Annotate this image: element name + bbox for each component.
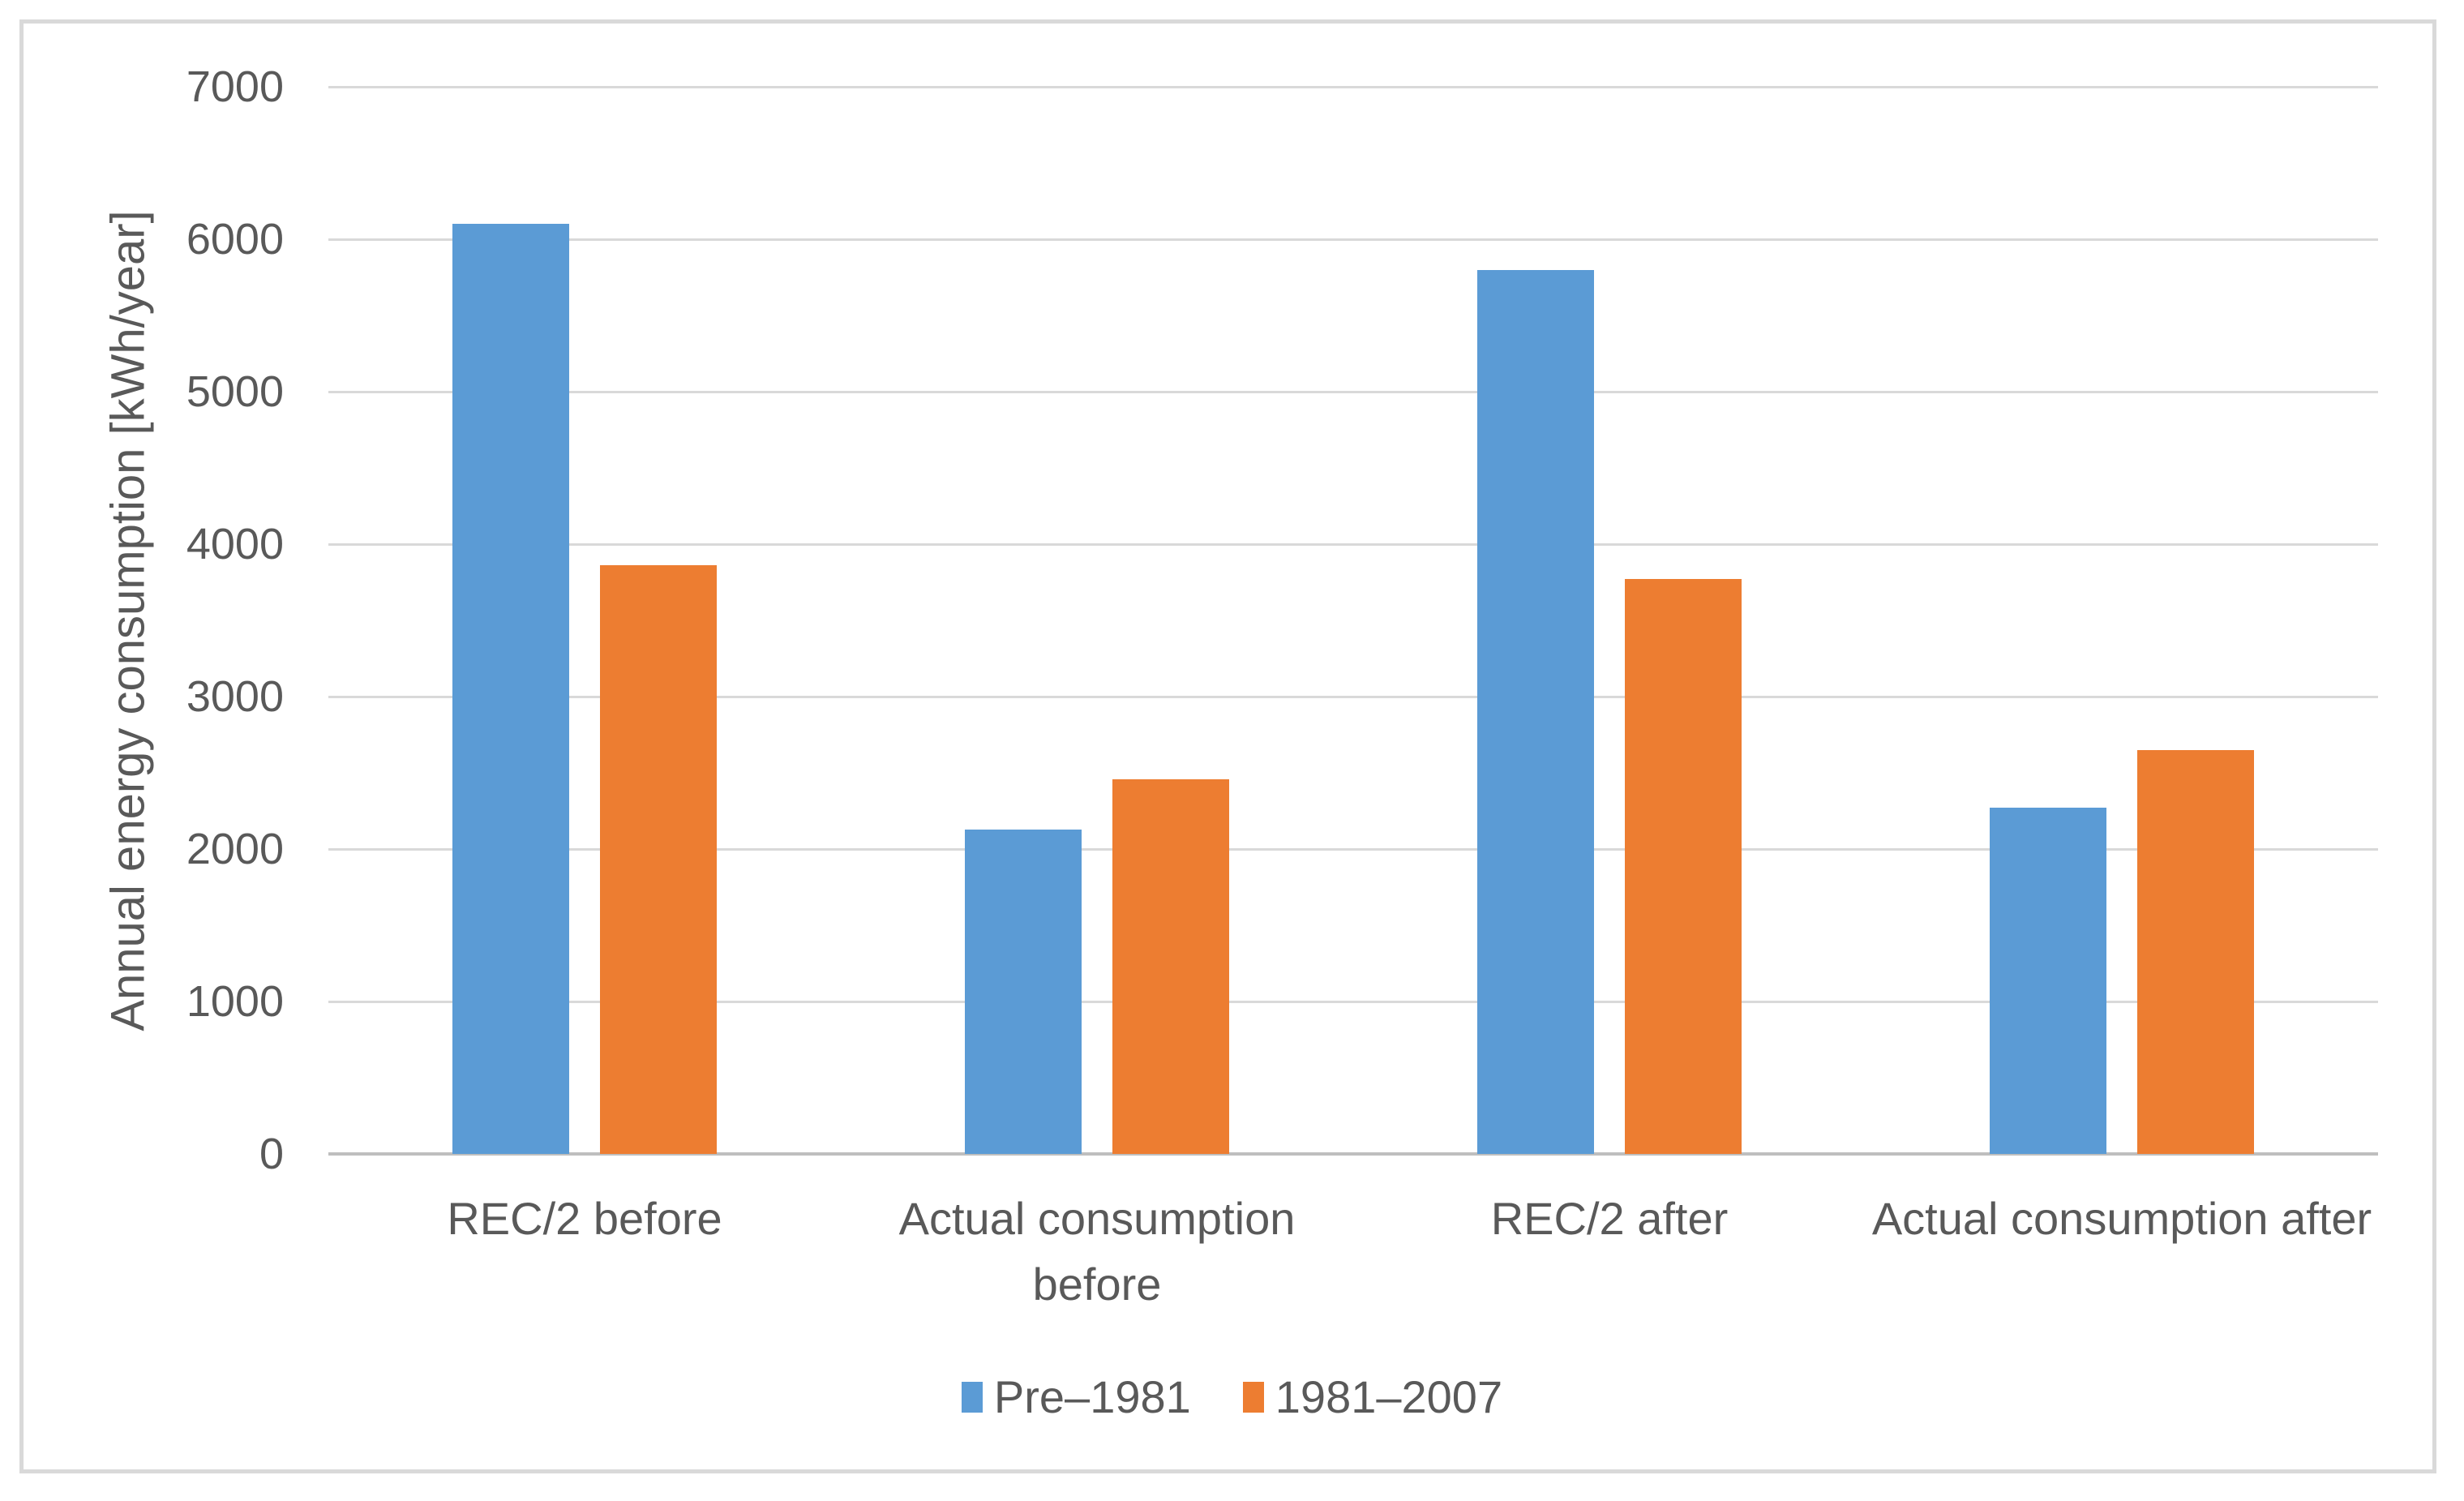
y-tick-label-3000: 3000 bbox=[186, 672, 284, 721]
y-tick-label-4000: 4000 bbox=[186, 520, 284, 568]
legend-swatch-Pre–1981 bbox=[961, 1381, 983, 1413]
category-label-REC/2 before: REC/2 before bbox=[447, 1193, 722, 1244]
y-tick-label-7000: 7000 bbox=[186, 62, 284, 111]
category-label-REC/2 after: REC/2 after bbox=[1490, 1193, 1729, 1244]
bar-1981–2007-REC/2 before bbox=[600, 565, 717, 1154]
bar-1981–2007-Actual consumption after bbox=[2137, 749, 2254, 1154]
gridline-5000 bbox=[328, 390, 2378, 393]
bar-Pre–1981-Actual consumption after bbox=[1990, 808, 2106, 1154]
x-axis-line bbox=[328, 1152, 2378, 1156]
legend-label-Pre–1981: Pre–1981 bbox=[993, 1371, 1191, 1422]
y-axis-title: Annual energy consumption [kWh/year] bbox=[101, 209, 155, 1031]
gridline-2000 bbox=[328, 847, 2378, 851]
bar-Pre–1981-REC/2 before bbox=[452, 224, 569, 1154]
bar-Pre–1981-REC/2 after bbox=[1477, 269, 1594, 1154]
bar-1981–2007-Actual consumption before bbox=[1112, 778, 1229, 1154]
y-tick-label-2000: 2000 bbox=[186, 825, 284, 873]
gridline-1000 bbox=[328, 1000, 2378, 1003]
gridline-6000 bbox=[328, 238, 2378, 241]
bar-1981–2007-REC/2 after bbox=[1625, 579, 1742, 1154]
y-tick-label-5000: 5000 bbox=[186, 367, 284, 416]
y-tick-label-1000: 1000 bbox=[186, 977, 284, 1026]
chart-frame bbox=[19, 19, 2436, 1473]
gridline-4000 bbox=[328, 543, 2378, 546]
category-label-Actual consumption after: Actual consumption after bbox=[1871, 1193, 2372, 1244]
legend-item-Pre–1981: Pre–1981 bbox=[961, 1370, 1191, 1423]
legend-item-1981–2007: 1981–2007 bbox=[1242, 1370, 1503, 1423]
gridline-3000 bbox=[328, 695, 2378, 698]
legend-swatch-1981–2007 bbox=[1242, 1381, 1264, 1413]
legend: Pre–1981 1981–2007 bbox=[0, 1370, 2464, 1423]
category-label-Actual consumption before: Actual consumption before bbox=[898, 1193, 1296, 1310]
y-tick-label-6000: 6000 bbox=[186, 215, 284, 264]
bar-Pre–1981-Actual consumption before bbox=[965, 829, 1082, 1154]
gridline-7000 bbox=[328, 85, 2378, 88]
y-tick-label-0: 0 bbox=[259, 1130, 284, 1178]
legend-label-1981–2007: 1981–2007 bbox=[1275, 1371, 1503, 1422]
